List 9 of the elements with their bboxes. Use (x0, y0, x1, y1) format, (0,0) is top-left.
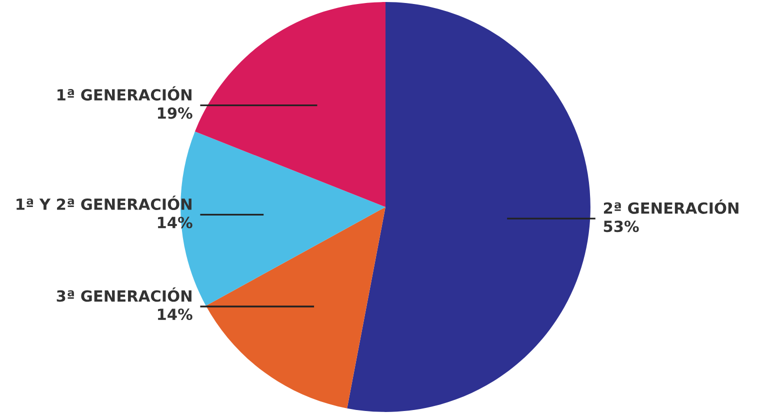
slice-label: 3ª GENERACIÓN (56, 287, 192, 302)
pie-slice (206, 207, 386, 408)
pie-slice (194, 2, 386, 207)
slice-label: 1ª GENERACIÓN (58, 86, 192, 101)
data-label: 14% (158, 308, 192, 320)
data-label: 19% (158, 107, 192, 119)
slice-label: 2ª GENERACIÓN (604, 200, 738, 214)
data-label: 53% (604, 220, 639, 232)
pie-slice (347, 2, 590, 412)
